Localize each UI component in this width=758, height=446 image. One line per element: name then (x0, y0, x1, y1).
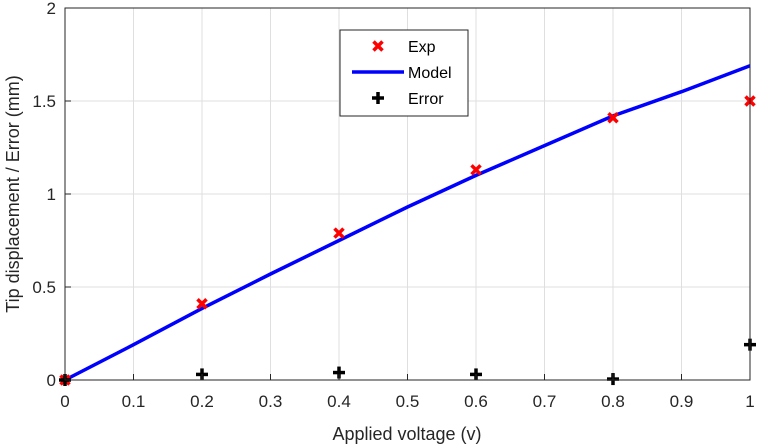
legend-x-marker (372, 40, 384, 52)
legend-plus-marker (372, 92, 384, 104)
x-tick-label: 0.8 (601, 392, 625, 411)
y-tick-label: 0.5 (32, 278, 56, 297)
exp-point (470, 164, 482, 176)
x-tick-label: 0.4 (327, 392, 351, 411)
exp-point (196, 298, 208, 310)
y-tick-label: 0 (47, 371, 56, 390)
model-line (64, 64, 751, 382)
legend-label: Model (408, 65, 452, 82)
x-tick-label: 0.5 (396, 392, 420, 411)
y-tick-label: 1.5 (32, 92, 56, 111)
x-tick-label: 0.3 (259, 392, 283, 411)
x-tick-label: 0.9 (670, 392, 694, 411)
x-tick-label: 0.7 (533, 392, 557, 411)
y-axis-title: Tip displacement / Error (mm) (3, 75, 23, 312)
exp-point (333, 227, 345, 239)
x-axis-title: Applied voltage (v) (332, 424, 481, 444)
model-series (64, 64, 751, 382)
legend-item-model: Model (352, 65, 452, 82)
x-tick-label: 0.2 (190, 392, 214, 411)
legend: Exp Model Error (339, 29, 469, 117)
x-tick-label: 1 (745, 392, 754, 411)
exp-point (607, 112, 619, 124)
y-tick-label: 2 (47, 0, 56, 18)
x-tick-label: 0.1 (122, 392, 146, 411)
legend-label: Exp (408, 39, 436, 56)
y-tick-label: 1 (47, 185, 56, 204)
legend-item-exp: Exp (372, 39, 436, 56)
x-tick-label: 0 (60, 392, 69, 411)
legend-label: Error (408, 91, 444, 108)
legend-item-error: Error (372, 91, 444, 108)
x-tick-label: 0.6 (464, 392, 488, 411)
tick-labels: 0 0.1 0.2 0.3 0.4 0.5 0.6 0.7 0.8 0.9 1 0 0.5 1 1.5 2 (32, 0, 754, 411)
